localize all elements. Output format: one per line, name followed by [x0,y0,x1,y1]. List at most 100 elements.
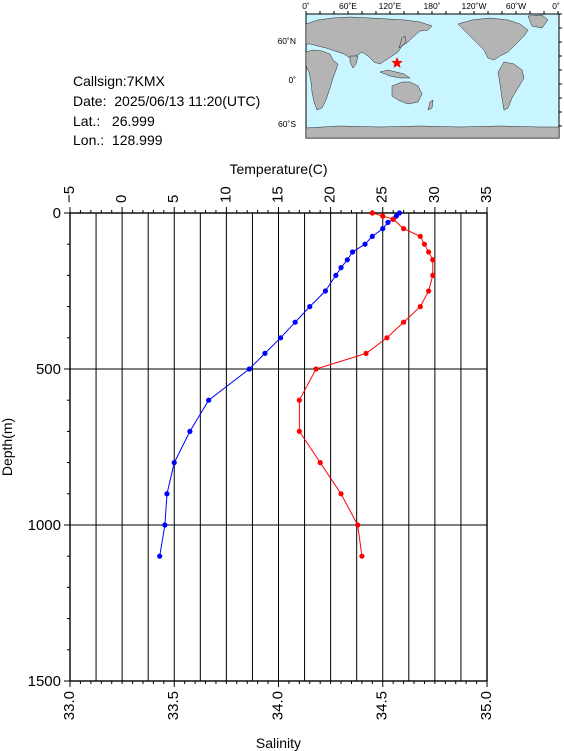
temperature-data-point [322,288,329,294]
south-america-land [497,61,525,111]
temperature-tick-label: 30 [426,186,443,203]
salinity-data-point [369,210,375,216]
temperature-tick-label: 10 [217,186,234,203]
temperature-data-point [277,335,284,341]
temperature-data-point [187,428,193,434]
salinity-data-point [359,553,365,559]
africa-land [305,49,339,111]
temperature-data-point [380,226,386,232]
map-lon-label: 0˚ [302,1,310,11]
salinity-data-point [401,226,407,232]
latitude-text: Lat.: 26.999 [73,113,155,129]
salinity-data-point [296,397,302,403]
antarctica-land [305,125,560,139]
depth-axis-label: Depth(m) [0,418,15,476]
map-landmasses [305,14,560,139]
temperature-tick-label: 35 [478,186,495,203]
temperature-data-point [307,304,313,310]
salinity-tick-label: 34.5 [374,691,391,720]
salinity-data-point [313,366,319,372]
map-lon-label: 120˚E [379,1,402,11]
location-map: 0˚ 60˚E 120˚E 180˚ 120˚W 60˚W 0˚ 60˚N 0˚… [278,1,562,139]
eurasia-land [305,16,433,65]
salinity-data-point [338,491,344,497]
map-lon-label: 60˚E [339,1,357,11]
depth-tick-labels: 0 500 1000 1500 [28,205,61,690]
salinity-data-point [384,335,390,341]
temperature-tick-label: −5 [61,186,78,203]
india-land [349,55,359,69]
temperature-data-point [369,233,375,239]
temperature-data-point [333,272,339,278]
temperature-axis-label: Temperature(C) [229,161,327,177]
australia-land [391,81,423,105]
salinity-data-point [390,216,396,222]
map-lat-label: 60˚S [278,119,296,129]
temperature-tick-label: 5 [165,195,182,203]
plot-frame [69,212,488,682]
salinity-axis-label: Salinity [256,735,301,751]
temperature-data-point [338,265,344,271]
map-lon-label: 120˚W [461,1,486,11]
salinity-data-point [363,350,369,356]
temperature-data-point [171,460,177,466]
depth-tick-label: 500 [36,361,61,378]
salinity-tick-labels: 33.0 33.5 34.0 34.5 35.0 [61,691,495,720]
salinity-data-point [426,249,432,255]
salinity-data-point [426,288,432,294]
temperature-data-point [246,366,252,372]
salinity-tick-label: 33.5 [165,691,182,720]
temperature-data-point [164,491,170,497]
salinity-data-point [296,428,302,434]
salinity-data-point [430,257,436,263]
temperature-tick-label: 0 [113,195,130,203]
profile-series [157,210,436,559]
profile-chart: −5 0 5 10 15 20 25 30 35 33.0 33.5 34.0 34.5 35.0 05… [0,161,495,751]
salinity-data-point [401,319,407,325]
salinity-profile-line [298,212,434,557]
map-lat-label: 0˚ [288,75,296,85]
salinity-data-point [421,241,428,247]
map-lon-label: 180˚ [423,1,440,11]
temperature-profile-line [159,212,400,557]
japan-land [398,35,407,49]
temperature-data-point [262,350,268,356]
callsign-text: Callsign:7KMX [73,73,165,89]
temperature-data-point [206,397,212,403]
salinity-data-point [417,233,423,239]
temperature-data-point [344,257,350,263]
temperature-tick-labels: −5 0 5 10 15 20 25 30 35 [61,186,495,203]
map-lon-label: 0˚ [552,1,560,11]
chart-ticks [64,207,488,687]
new-zealand-land [427,99,434,111]
salinity-data-point [355,522,361,528]
depth-tick-label: 0 [53,205,61,222]
salinity-tick-label: 34.0 [269,691,286,720]
temperature-data-point [385,219,391,225]
station-star-icon [391,56,403,68]
salinity-tick-label: 35.0 [478,691,495,720]
chart-grid [69,213,488,681]
depth-tick-label: 1000 [28,517,61,534]
longitude-text: Lon.: 128.999 [73,132,163,148]
salinity-data-point [417,304,423,310]
map-lat-label: 60˚N [278,36,296,46]
salinity-data-point [380,213,386,219]
indonesia-land [379,69,411,79]
salinity-tick-label: 33.0 [61,691,78,720]
date-text: Date: 2025/06/13 11:20(UTC) [73,93,261,109]
temperature-tick-label: 25 [374,186,391,203]
depth-tick-label: 1500 [28,673,61,690]
north-america-land [457,17,529,61]
temperature-data-point [157,553,163,559]
temperature-data-point [162,522,168,528]
temperature-data-point [362,241,368,247]
map-tick-marks [305,11,562,127]
salinity-data-point [430,272,436,278]
temperature-tick-label: 15 [269,186,286,203]
temperature-data-point [349,249,356,255]
salinity-data-point [317,460,323,466]
map-lon-label: 60˚W [506,1,526,11]
temperature-data-point [292,319,298,325]
